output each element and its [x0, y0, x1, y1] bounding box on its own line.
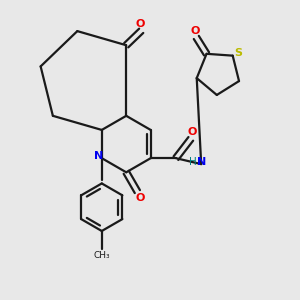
Text: O: O — [190, 26, 200, 37]
Text: CH₃: CH₃ — [94, 251, 110, 260]
Text: N: N — [94, 151, 103, 161]
Text: O: O — [135, 19, 144, 29]
Text: N: N — [197, 157, 207, 167]
Text: H: H — [189, 157, 197, 167]
Text: S: S — [234, 48, 242, 58]
Text: O: O — [136, 193, 145, 203]
Text: O: O — [188, 127, 197, 137]
